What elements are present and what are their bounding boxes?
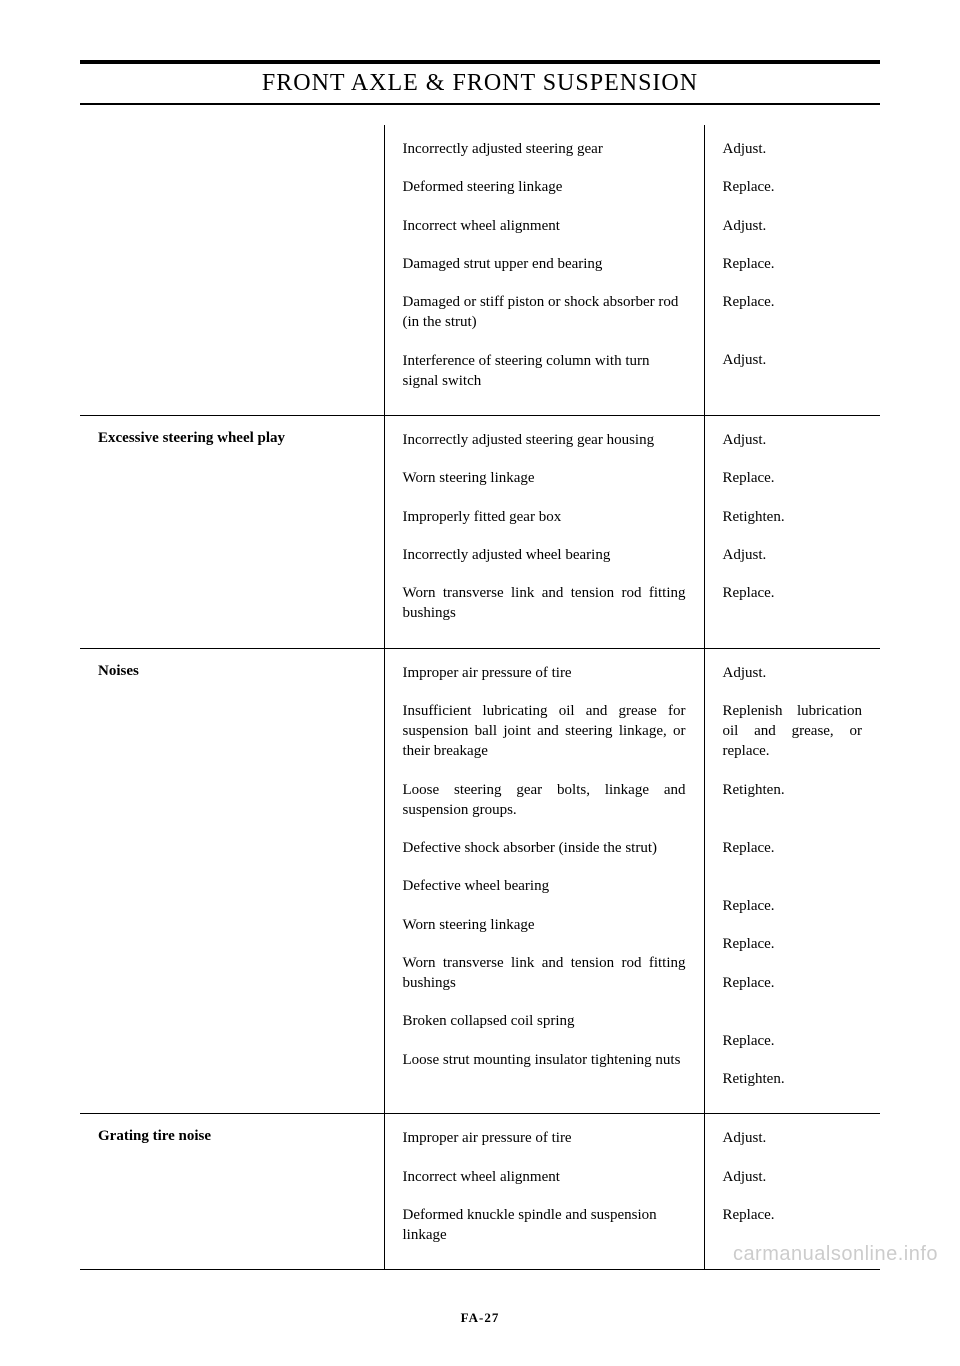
cause-item: Improper air pressure of tire xyxy=(403,1128,686,1148)
condition-label: Excessive steering wheel play xyxy=(80,416,384,457)
remedy-list: Adjust. Replenish lubrication oil and gr… xyxy=(705,649,881,1114)
watermark: carmanualsonline.info xyxy=(733,1243,938,1266)
cause-item: Improper air pressure of tire xyxy=(403,663,686,683)
cause-item: Defective wheel bearing xyxy=(403,876,686,896)
remedy-item: Replace. xyxy=(723,254,863,274)
page-title: FRONT AXLE & FRONT SUSPENSION xyxy=(80,66,880,101)
condition-label: Grating tire noise xyxy=(80,1114,384,1155)
remedy-item: Adjust. xyxy=(723,350,863,370)
title-rule xyxy=(80,103,880,105)
remedy-item: Adjust. xyxy=(723,1128,863,1148)
cause-item: Incorrect wheel alignment xyxy=(403,216,686,236)
remedy-item: Replace. xyxy=(723,1031,863,1051)
cause-item: Defective shock absorber (inside the str… xyxy=(403,838,686,858)
cause-item: Improperly fitted gear box xyxy=(403,507,686,527)
remedy-item: Replace. xyxy=(723,468,863,488)
table-row: Incorrectly adjusted steering gear Defor… xyxy=(80,125,880,416)
remedy-item: Adjust. xyxy=(723,1167,863,1187)
cause-item: Broken collapsed coil spring xyxy=(403,1011,686,1031)
cause-list: Improper air pressure of tire Incorrect … xyxy=(385,1114,704,1269)
remedy-item: Replace. xyxy=(723,934,863,954)
remedy-list: Adjust. Replace. Adjust. Replace. Replac… xyxy=(705,125,881,395)
remedy-item: Retighten. xyxy=(723,1069,863,1089)
condition-label xyxy=(80,125,384,149)
remedy-item: Replace. xyxy=(723,292,863,312)
remedy-item: Adjust. xyxy=(723,430,863,450)
cause-item: Incorrect wheel alignment xyxy=(403,1167,686,1187)
remedy-item: Replenish lubrication oil and grease, or… xyxy=(723,701,863,762)
cause-item: Worn steering linkage xyxy=(403,915,686,935)
diagnosis-table: Incorrectly adjusted steering gear Defor… xyxy=(80,125,880,1270)
cause-item: Deformed steering linkage xyxy=(403,177,686,197)
cause-item: Loose steering gear bolts, linkage and s… xyxy=(403,780,686,821)
remedy-item: Replace. xyxy=(723,896,863,916)
cause-item: Loose strut mounting insulator tightenin… xyxy=(403,1050,686,1070)
cause-item: Damaged or stiff piston or shock absorbe… xyxy=(403,292,686,333)
remedy-item: Retighten. xyxy=(723,507,863,527)
cause-item: Worn transverse link and tension rod fit… xyxy=(403,953,686,994)
remedy-list: Adjust. Replace. Retighten. Adjust. Repl… xyxy=(705,416,881,627)
cause-item: Interference of steering column with tur… xyxy=(403,351,686,392)
cause-item: Worn steering linkage xyxy=(403,468,686,488)
page-number: FA-27 xyxy=(80,1310,880,1326)
cause-item: Deformed knuckle spindle and suspension … xyxy=(403,1205,686,1246)
cause-item: Incorrectly adjusted wheel bearing xyxy=(403,545,686,565)
cause-item: Incorrectly adjusted steering gear xyxy=(403,139,686,159)
remedy-item: Replace. xyxy=(723,973,863,993)
cause-item: Insufficient lubricating oil and grease … xyxy=(403,701,686,762)
top-rule xyxy=(80,60,880,64)
cause-item: Damaged strut upper end bearing xyxy=(403,254,686,274)
remedy-item: Replace. xyxy=(723,583,863,603)
remedy-item: Adjust. xyxy=(723,139,863,159)
manual-page: FRONT AXLE & FRONT SUSPENSION Incorrectl… xyxy=(0,0,960,1366)
remedy-item: Replace. xyxy=(723,1205,863,1225)
remedy-item: Adjust. xyxy=(723,663,863,683)
remedy-item: Adjust. xyxy=(723,545,863,565)
cause-item: Worn transverse link and tension rod fit… xyxy=(403,583,686,624)
remedy-item: Replace. xyxy=(723,177,863,197)
remedy-list: Adjust. Adjust. Replace. xyxy=(705,1114,881,1249)
cause-list: Incorrectly adjusted steering gear housi… xyxy=(385,416,704,648)
remedy-item: Adjust. xyxy=(723,216,863,236)
table-row: Noises Improper air pressure of tire Ins… xyxy=(80,648,880,1114)
remedy-item: Replace. xyxy=(723,838,863,858)
remedy-item: Retighten. xyxy=(723,780,863,800)
condition-label: Noises xyxy=(80,649,384,690)
table-row: Excessive steering wheel play Incorrectl… xyxy=(80,416,880,649)
cause-list: Improper air pressure of tire Insufficie… xyxy=(385,649,704,1094)
cause-list: Incorrectly adjusted steering gear Defor… xyxy=(385,125,704,415)
cause-item: Incorrectly adjusted steering gear housi… xyxy=(403,430,686,450)
